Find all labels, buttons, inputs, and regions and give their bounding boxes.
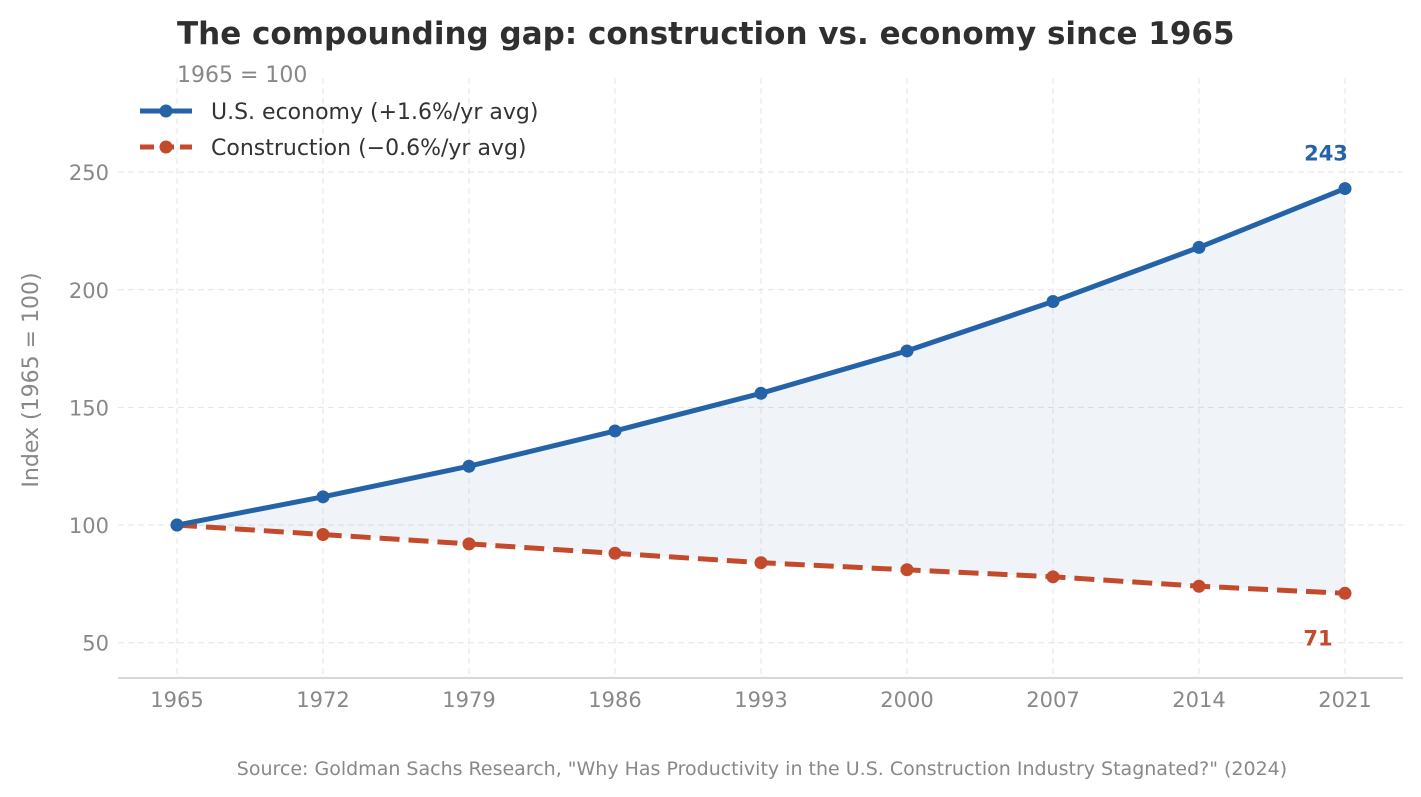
x-tick-1979: 1979 — [442, 688, 495, 712]
construction-point-2000 — [900, 563, 914, 577]
x-tick-2021: 2021 — [1318, 688, 1371, 712]
construction-point-1979 — [462, 537, 476, 551]
x-tick-1972: 1972 — [296, 688, 349, 712]
construction-point-2007 — [1046, 570, 1060, 584]
x-tick-1965: 1965 — [150, 688, 203, 712]
economy-point-1965 — [170, 518, 184, 532]
construction-point-2014 — [1192, 579, 1206, 593]
y-tick-50: 50 — [82, 632, 109, 656]
x-tick-1993: 1993 — [734, 688, 787, 712]
legend: U.S. economy (+1.6%/yr avg) Construction … — [140, 100, 538, 161]
economy-legend-marker — [159, 104, 173, 118]
gap-fill-area — [177, 188, 1345, 594]
construction-point-1972 — [316, 527, 330, 541]
construction-end-label: 71 — [1303, 626, 1332, 650]
economy-point-1979 — [462, 459, 476, 473]
source-note: Source: Goldman Sachs Research, "Why Has… — [237, 758, 1287, 780]
y-tick-250: 250 — [69, 161, 109, 185]
economy-point-2007 — [1046, 295, 1060, 309]
grid — [118, 78, 1403, 678]
construction-point-1993 — [754, 556, 768, 570]
x-tick-2007: 2007 — [1026, 688, 1079, 712]
economy-point-2021 — [1338, 182, 1352, 196]
y-tick-200: 200 — [69, 279, 109, 303]
y-axis-label: Index (1965 = 100) — [19, 272, 44, 487]
economy-end-label: 243 — [1304, 142, 1348, 166]
economy-point-1993 — [754, 386, 768, 400]
construction-point-1986 — [608, 546, 622, 560]
construction-legend-label: Construction (−0.6%/yr avg) — [211, 136, 527, 161]
construction-legend-marker — [159, 140, 173, 154]
chart-title: The compounding gap: construction vs. ec… — [177, 16, 1235, 52]
economy-legend-label: U.S. economy (+1.6%/yr avg) — [211, 100, 538, 125]
economy-point-1986 — [608, 424, 622, 438]
y-tick-150: 150 — [69, 396, 109, 420]
x-tick-2000: 2000 — [880, 688, 933, 712]
economy-point-2000 — [900, 344, 914, 358]
construction-point-2021 — [1338, 586, 1352, 600]
economy-point-2014 — [1192, 240, 1206, 254]
x-tick-labels: 1965 1972 1979 1986 1993 2000 2007 2014 2021 — [150, 688, 1371, 712]
y-tick-100: 100 — [69, 514, 109, 538]
x-tick-2014: 2014 — [1172, 688, 1225, 712]
chart-subtitle: 1965 = 100 — [177, 63, 307, 88]
x-tick-1986: 1986 — [588, 688, 641, 712]
y-tick-labels: 50 100 150 200 250 — [69, 161, 109, 656]
economy-point-1972 — [316, 490, 330, 504]
series — [170, 182, 1352, 600]
